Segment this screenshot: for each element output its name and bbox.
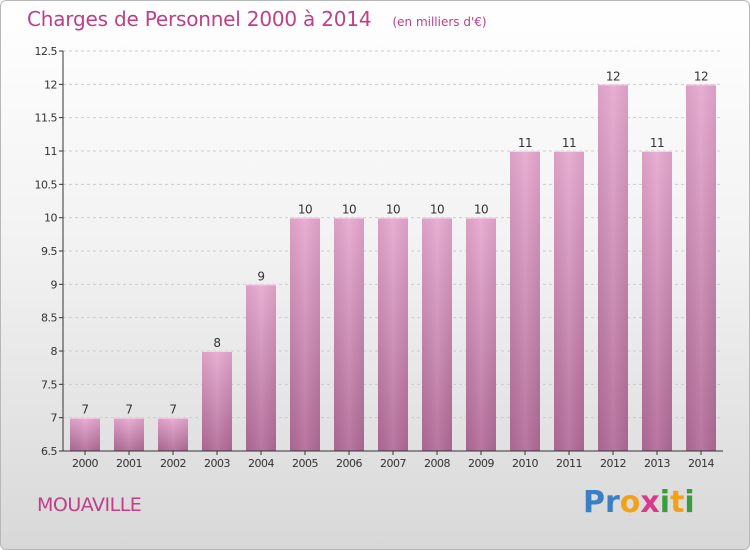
bar-shade (378, 217, 408, 451)
bar-shade (290, 217, 320, 451)
labels: 7 7 7 8 9 10 10 10 10 10 11 11 12 11 12 (81, 69, 708, 416)
data-label: 7 (169, 403, 176, 417)
bar-shade (70, 417, 100, 451)
bar-shade (510, 151, 540, 451)
data-label: 9 (257, 269, 264, 283)
data-label: 7 (81, 403, 88, 417)
logo-letter: o (619, 485, 641, 520)
bar-shade (202, 351, 232, 451)
x-tick-label: 2013 (644, 457, 670, 470)
y-tick-label: 11 (44, 145, 57, 158)
axes: 6.5 7 7.5 8 8.5 9 9.5 10 10.5 11 11.5 12 12.5 2000 200… (35, 45, 723, 470)
y-tick-label: 11.5 (35, 112, 58, 125)
x-tick-label: 2001 (116, 457, 142, 470)
x-tick-label: 2000 (72, 457, 98, 470)
bar-shade (554, 151, 584, 451)
y-tick-label: 12 (44, 78, 57, 91)
bar-shade (686, 84, 716, 451)
x-tick-label: 2014 (688, 457, 714, 470)
data-label: 7 (125, 403, 132, 417)
logo-letter: i (684, 485, 695, 520)
y-tick-label: 7 (51, 412, 58, 425)
bar-shade (334, 217, 364, 451)
commune-name: MOUAVILLE (37, 494, 142, 516)
bar-shade (466, 217, 496, 451)
bar-shade (158, 417, 188, 451)
x-tick-label: 2006 (336, 457, 362, 470)
bars (70, 84, 716, 451)
data-label: 10 (342, 203, 356, 217)
logo-letter: P (583, 485, 605, 520)
bar-shade (598, 84, 628, 451)
y-tick-label: 9 (51, 278, 58, 291)
data-label: 10 (298, 203, 312, 217)
bar-shade (422, 217, 452, 451)
x-tick-label: 2003 (204, 457, 230, 470)
chart-title: Charges de Personnel 2000 à 2014 (27, 7, 372, 31)
x-tick-label: 2008 (424, 457, 450, 470)
data-label: 11 (518, 136, 532, 150)
data-label: 10 (386, 203, 400, 217)
x-tick-label: 2002 (160, 457, 186, 470)
title-row: Charges de Personnel 2000 à 2014 (en mil… (27, 7, 487, 31)
logo-letter: x (640, 485, 660, 520)
logo-letter: r (605, 485, 620, 520)
x-tick-label: 2004 (248, 457, 274, 470)
y-tick-label: 8.5 (41, 312, 57, 325)
y-tick-label: 12.5 (35, 45, 58, 58)
bar-shade (114, 417, 144, 451)
y-tick-label: 10.5 (35, 178, 58, 191)
data-label: 11 (650, 136, 664, 150)
x-tick-label: 2005 (292, 457, 318, 470)
x-tick-label: 2009 (468, 457, 494, 470)
x-tick-label: 2012 (600, 457, 626, 470)
y-tick-label: 6.5 (41, 445, 57, 458)
x-tick-label: 2007 (380, 457, 406, 470)
data-label: 11 (562, 136, 576, 150)
proxiti-logo[interactable]: Proxiti (583, 485, 695, 520)
data-label: 10 (474, 203, 488, 217)
logo-letter: t (670, 485, 685, 520)
x-tick-label: 2011 (556, 457, 582, 470)
logo-letter: i (659, 485, 671, 520)
unit-note: (en milliers d'€) (392, 15, 487, 29)
data-label: 12 (606, 69, 620, 83)
data-label: 10 (430, 203, 444, 217)
bar-shade (246, 284, 276, 451)
y-tick-label: 9.5 (41, 245, 57, 258)
y-tick-label: 10 (44, 212, 57, 225)
bar-shade (642, 151, 672, 451)
y-tick-label: 8 (51, 345, 58, 358)
data-label: 8 (213, 336, 220, 350)
data-label: 12 (694, 69, 708, 83)
y-tick-label: 7.5 (41, 378, 57, 391)
x-tick-label: 2010 (512, 457, 538, 470)
